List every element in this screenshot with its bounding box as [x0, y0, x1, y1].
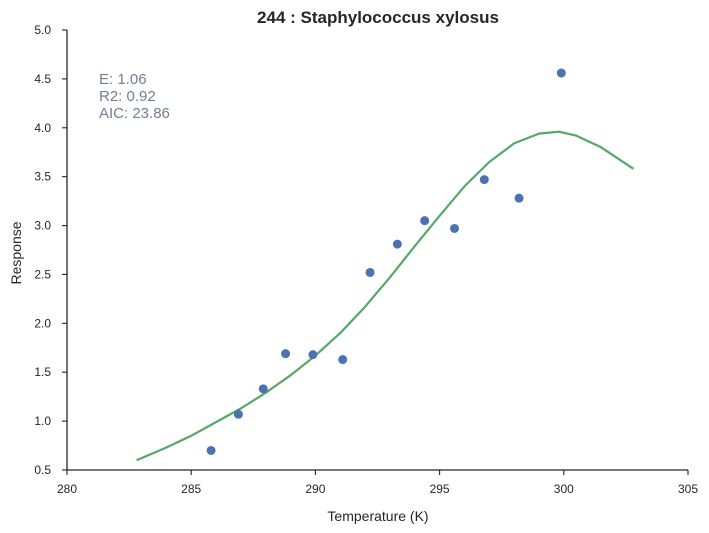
x-tick-label: 300 — [554, 482, 574, 496]
data-point — [281, 349, 291, 359]
y-tick-label: 1.5 — [34, 365, 51, 379]
data-point — [233, 409, 243, 419]
data-point — [338, 355, 348, 365]
series-layer — [136, 68, 635, 462]
y-axis-label: Response — [8, 221, 24, 284]
y-ticks: 0.5 1.0 1.5 2.0 2.5 3.0 3.5 4.0 4.5 5.0 — [34, 23, 67, 477]
y-tick-label: 0.5 — [34, 463, 51, 477]
y-tick-label: 3.0 — [34, 219, 51, 233]
y-tick-label: 4.5 — [34, 72, 51, 86]
x-ticks: 280 285 290 295 300 305 — [57, 470, 698, 496]
data-point — [392, 239, 402, 249]
y-tick-label: 5.0 — [34, 23, 51, 37]
data-point — [479, 175, 489, 185]
x-tick-label: 285 — [181, 482, 201, 496]
y-tick-label: 4.0 — [34, 121, 51, 135]
fit-curve — [136, 130, 635, 462]
fit-stats: E: 1.06 R2: 0.92 AIC: 23.86 — [99, 71, 170, 122]
x-tick-label: 280 — [57, 482, 77, 496]
annotation-e: E: 1.06 — [99, 71, 147, 88]
x-axis-label: Temperature (K) — [327, 508, 428, 524]
y-tick-label: 3.5 — [34, 170, 51, 184]
data-point — [514, 193, 524, 203]
data-point — [206, 445, 216, 455]
data-point — [308, 350, 318, 360]
data-point — [450, 223, 460, 233]
x-tick-label: 305 — [678, 482, 698, 496]
x-tick-label: 290 — [305, 482, 325, 496]
data-point — [365, 267, 375, 277]
y-tick-label: 2.5 — [34, 267, 51, 281]
data-point — [556, 68, 566, 78]
data-point — [258, 384, 268, 394]
annotation-aic: AIC: 23.86 — [99, 105, 170, 122]
data-point — [420, 216, 430, 226]
x-tick-label: 295 — [430, 482, 450, 496]
y-tick-label: 2.0 — [34, 316, 51, 330]
y-tick-label: 1.0 — [34, 414, 51, 428]
chart-title: 244 : Staphylococcus xylosus — [257, 8, 499, 27]
axes — [66, 30, 688, 471]
annotation-r2: R2: 0.92 — [99, 88, 156, 105]
